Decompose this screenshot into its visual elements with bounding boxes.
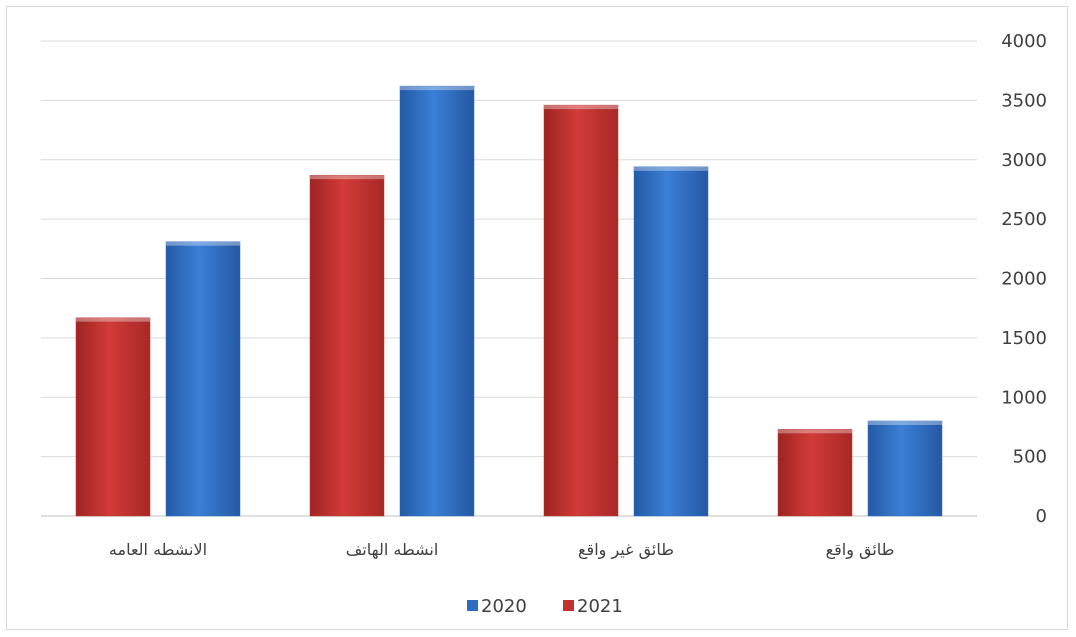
bar-2021-0 [75,317,151,517]
y-tick-label: 2500 [1001,209,1047,230]
y-tick-label: 3500 [1001,90,1047,111]
bar-2020-0 [165,241,241,517]
bar-2020-1 [399,85,475,517]
legend-label-2021: 2021 [577,596,623,617]
bar-highlight [778,429,852,434]
legend: 2020 2021 [467,596,623,617]
bar-highlight [544,105,618,110]
legend-swatch-2020 [467,600,478,611]
bar-highlight [166,241,240,246]
y-tick-label: 1000 [1001,387,1047,408]
bar-2021-1 [309,174,385,517]
legend-swatch-2021 [563,600,574,611]
bar-2021-3 [777,429,853,517]
legend-label-2020: 2020 [481,596,527,617]
bar-2020-3 [867,420,943,517]
x-category-label: الانشطه العامه [109,540,207,559]
bar-highlight [76,317,150,322]
bars [75,85,943,517]
x-category-label: طائق واقع [826,540,895,560]
y-axis-ticks: 0 500 1000 1500 2000 2500 3000 3500 4000 [1001,31,1047,527]
y-tick-label: 3000 [1001,150,1047,171]
y-tick-label: 0 [1036,506,1047,527]
x-category-label: انشطه الهاتف [346,540,439,560]
bar-2020-2 [633,166,709,517]
chart-frame: 0 500 1000 1500 2000 2500 3000 3500 4000 الانشطه… [6,6,1068,630]
bar-highlight [634,166,708,171]
x-category-label: طائق غير واقع [578,540,674,560]
y-tick-label: 500 [1013,447,1047,468]
bar-2021-2 [543,104,619,517]
y-tick-label: 1500 [1001,328,1047,349]
bar-highlight [310,175,384,180]
x-axis-categories: الانشطه العامه انشطه الهاتف طائق غير واقع ط… [109,540,894,560]
bar-highlight [400,86,474,91]
y-tick-label: 2000 [1001,269,1047,290]
bar-highlight [868,421,942,425]
y-tick-label: 4000 [1001,31,1047,52]
bar-chart: 0 500 1000 1500 2000 2500 3000 3500 4000 الانشطه… [41,31,1047,617]
